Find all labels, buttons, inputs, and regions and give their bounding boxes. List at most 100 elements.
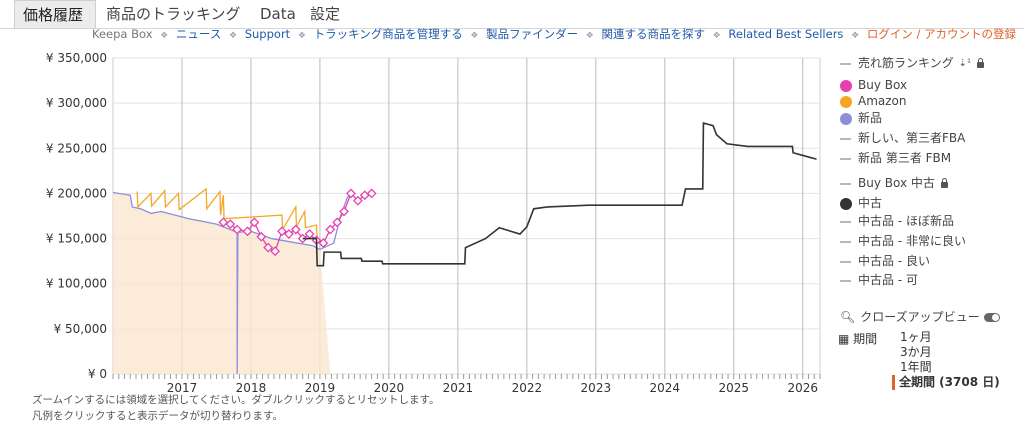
legend-item-amazon[interactable]: Amazon	[840, 92, 907, 110]
legend-item-new[interactable]: 新品	[840, 109, 882, 127]
series-line	[223, 192, 372, 253]
x-tick-label: 2025	[719, 381, 750, 395]
legend-label: 新品	[858, 111, 883, 125]
lock-icon	[977, 57, 985, 68]
related-products-link[interactable]: 関連する商品を探す	[601, 27, 706, 41]
legend-label: 中古	[858, 196, 883, 210]
lock-icon	[940, 177, 948, 188]
search-icon: 🔍︎	[840, 310, 856, 324]
x-tick-label: 2020	[374, 381, 405, 395]
x-tick-label: 2021	[443, 381, 474, 395]
legend-label: 売れ筋ランキング	[858, 56, 954, 70]
range-3-months[interactable]: 3か月	[900, 345, 932, 359]
data-point	[256, 231, 267, 242]
y-tick-label: ¥ 350,000	[46, 51, 107, 65]
chart-marks	[112, 121, 817, 375]
y-tick-label: ¥ 0	[88, 367, 107, 381]
period-label: 期間	[853, 332, 878, 346]
legend-item-used[interactable]: 中古	[840, 194, 882, 212]
price-history-chart[interactable]: ¥ 0 ¥ 50,000 ¥ 100,000 ¥ 150,000 ¥ 200,000 ¥ …	[0, 28, 830, 420]
tab-bar: 価格履歴 商品のトラッキング Data 設定	[0, 0, 1024, 29]
calendar-icon: ▦	[838, 332, 850, 346]
legend-item-buy-box[interactable]: Buy Box	[840, 76, 907, 94]
support-link[interactable]: Support	[244, 27, 291, 41]
legend-label: 新しい、第三者FBA	[858, 131, 966, 145]
data-point	[352, 195, 363, 206]
legend-label: Amazon	[858, 94, 907, 108]
closeup-label: クローズアップビュー	[860, 310, 980, 324]
tab-data[interactable]: Data	[260, 5, 296, 23]
separator-icon: ❖	[160, 31, 169, 41]
data-point	[277, 226, 287, 237]
separator-icon: ❖	[712, 31, 721, 41]
y-tick-label: ¥ 200,000	[46, 186, 107, 200]
period-ranges: 1ヶ月 3か月 1年間 全期間 (3708 日)	[892, 330, 1000, 390]
legend-marker	[840, 260, 851, 263]
data-point	[225, 219, 236, 230]
data-point	[332, 217, 343, 228]
legend-item-third-party-fbm[interactable]: 新品 第三者 FBM	[840, 149, 951, 167]
separator-icon: ❖	[470, 31, 479, 41]
legend-marker	[840, 137, 851, 140]
top-links: Keepa Box ❖ ニュース ❖ Support ❖ トラッキング商品を管理…	[92, 26, 1016, 42]
separator-icon: ❖	[585, 31, 594, 41]
legend-item-third-party-fba[interactable]: 新しい、第三者FBA	[840, 129, 965, 147]
data-point	[366, 188, 377, 199]
legend-item-sales-rank[interactable]: 売れ筋ランキング ⇣¹	[840, 54, 985, 72]
series-line	[136, 187, 318, 239]
y-tick-label: ¥ 150,000	[46, 232, 107, 246]
data-point	[270, 246, 281, 257]
legend-label: Buy Box 中古	[858, 176, 935, 190]
legend-marker	[840, 157, 851, 160]
tab-settings[interactable]: 設定	[310, 5, 341, 23]
period-selector: ▦ 期間	[838, 330, 877, 347]
legend-marker	[840, 240, 851, 243]
legend-item-used-acceptable[interactable]: 中古品 - 可	[840, 271, 918, 289]
legend-marker	[840, 112, 852, 125]
data-point	[318, 238, 329, 249]
legend-label: 中古品 - 可	[858, 273, 918, 287]
closeup-view-toggle[interactable]: 🔍︎ クローズアップビュー	[840, 308, 1000, 326]
y-tick-label: ¥ 300,000	[46, 96, 107, 110]
chart-axes: ¥ 0 ¥ 50,000 ¥ 100,000 ¥ 150,000 ¥ 200,000 ¥ …	[46, 51, 821, 395]
x-tick-label: 2019	[305, 381, 336, 395]
data-point	[339, 206, 349, 217]
legend-item-used-very-good[interactable]: 中古品 - 非常に良い	[840, 232, 966, 250]
legend-label: 中古品 - ほぼ新品	[858, 214, 954, 228]
legend-marker	[840, 62, 851, 65]
x-tick-label: 2018	[236, 381, 267, 395]
legend-marker	[840, 197, 852, 210]
legend-item-used-good[interactable]: 中古品 - 良い	[840, 252, 930, 270]
sort-icon[interactable]: ⇣¹	[958, 57, 972, 69]
data-point	[218, 217, 229, 228]
legend-marker	[840, 220, 851, 223]
product-finder-link[interactable]: 製品ファインダー	[486, 27, 579, 41]
range-1-month[interactable]: 1ヶ月	[900, 330, 932, 344]
x-tick-label: 2024	[650, 381, 681, 395]
x-tick-label: 2026	[787, 381, 818, 395]
y-tick-label: ¥ 50,000	[54, 322, 107, 336]
x-tick-label: 2022	[512, 381, 543, 395]
legend-item-used-like-new[interactable]: 中古品 - ほぼ新品	[840, 212, 954, 230]
data-point	[283, 229, 294, 239]
range-all-time[interactable]: 全期間 (3708 日)	[892, 375, 1000, 390]
series-line	[302, 121, 817, 267]
keepa-box-link[interactable]: Keepa Box	[92, 27, 153, 41]
zoom-help-text: ズームインするには領域を選択してください。ダブルクリックするとリセットします。	[32, 394, 440, 406]
separator-icon: ❖	[297, 31, 306, 41]
tab-product-tracking[interactable]: 商品のトラッキング	[106, 5, 241, 23]
tab-price-history[interactable]: 価格履歴	[14, 0, 96, 28]
manage-tracking-link[interactable]: トラッキング商品を管理する	[313, 27, 463, 41]
range-1-year[interactable]: 1年間	[900, 360, 932, 374]
legend-item-buy-box-used[interactable]: Buy Box 中古	[840, 174, 948, 192]
separator-icon: ❖	[851, 31, 860, 41]
login-link[interactable]: ログイン / アカウントの登録	[866, 27, 1016, 41]
related-best-sellers-link[interactable]: Related Best Sellers	[728, 27, 844, 41]
new-price-area	[113, 192, 331, 374]
news-link[interactable]: ニュース	[175, 27, 222, 41]
data-point	[346, 188, 356, 199]
y-tick-label: ¥ 250,000	[46, 141, 107, 155]
legend-label: 新品 第三者 FBM	[858, 151, 952, 165]
toggle-icon[interactable]	[983, 313, 1000, 322]
x-tick-label: 2017	[167, 381, 198, 395]
